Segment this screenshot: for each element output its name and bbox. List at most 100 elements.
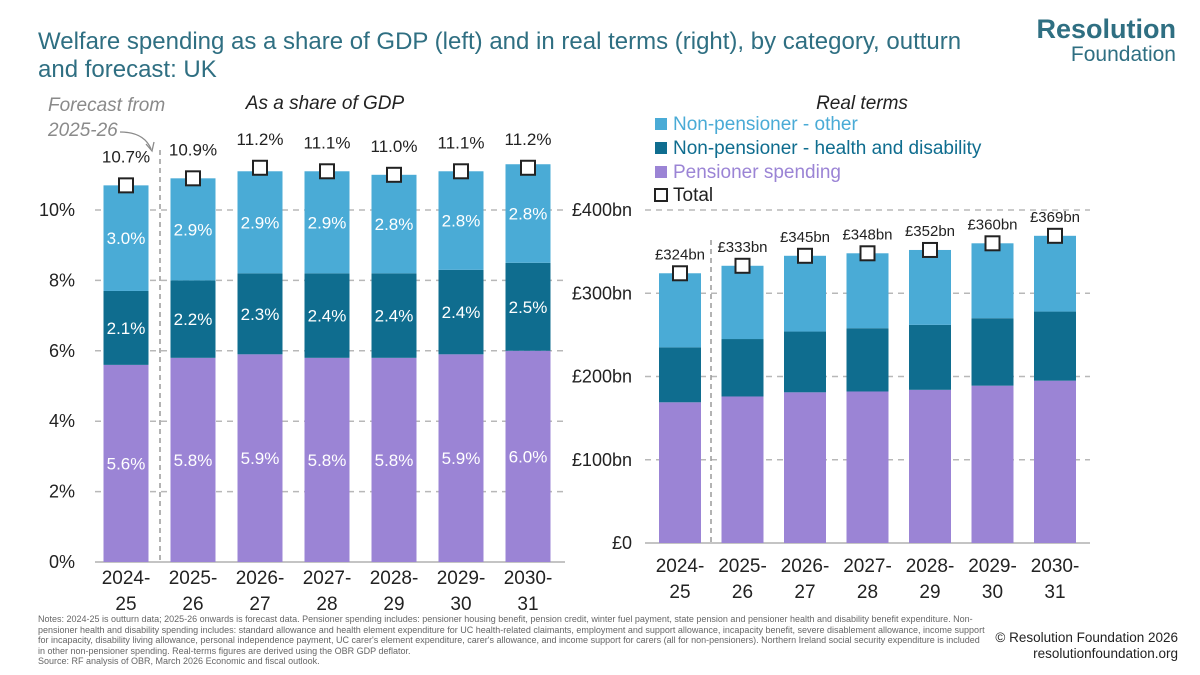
gdp-category-label: 26 — [182, 594, 203, 612]
chart-title: Welfare spending as a share of GDP (left… — [38, 28, 962, 83]
gdp-total-label: 11.0% — [371, 137, 418, 156]
gdp-bar-label-health: 2.4% — [308, 307, 347, 326]
real-category-label: 2027- — [843, 556, 892, 577]
real-total-label: £360bn — [967, 216, 1017, 233]
legend-swatch-pensioner — [655, 166, 667, 178]
gdp-bar-label-other: 2.8% — [375, 215, 414, 234]
gdp-ytick-label: 0% — [49, 552, 75, 572]
real-category-label: 26 — [732, 582, 753, 603]
gdp-total-marker — [118, 177, 134, 194]
gdp-bar-label-pensioner: 5.9% — [442, 449, 481, 468]
real-category-label: 27 — [794, 582, 815, 603]
real-bar-pensioner — [721, 396, 764, 543]
real-bar-health — [721, 339, 764, 397]
gdp-bar-pensioner — [103, 364, 149, 562]
real-ytick-label: £0 — [612, 533, 632, 553]
gdp-bar-health — [304, 273, 350, 358]
gdp-total-marker — [453, 163, 469, 180]
gdp-bar-label-other: 2.9% — [174, 220, 213, 239]
gdp-bar-label-health: 2.3% — [241, 305, 280, 324]
legend-label-total: Total — [673, 185, 713, 206]
gdp-bar-pensioner — [438, 354, 484, 562]
real-bar-other — [721, 265, 764, 340]
legend-swatch-health — [655, 142, 667, 154]
gdp-ytick-label: 6% — [49, 341, 75, 361]
gdp-category-label: 2030- — [504, 568, 553, 589]
real-bar-pensioner — [846, 391, 889, 543]
gdp-bar-health — [103, 290, 149, 365]
gdp-bar-health — [371, 273, 417, 358]
real-category-label: 25 — [669, 582, 690, 603]
gdp-bar-label-pensioner: 5.8% — [375, 451, 414, 470]
gdp-category-label: 25 — [115, 594, 136, 612]
gdp-bar-label-pensioner: 5.9% — [241, 449, 280, 468]
legend-label-other: Non-pensioner - other — [673, 114, 858, 135]
gdp-total-marker — [386, 166, 402, 183]
gdp-total-marker — [520, 159, 536, 176]
real-bar-health — [784, 331, 826, 393]
resolution-foundation-logo: Resolution Foundation — [1037, 14, 1177, 66]
logo-line-2: Foundation — [1070, 43, 1176, 66]
gdp-category-label: 28 — [316, 594, 337, 612]
gdp-total-marker — [252, 159, 268, 176]
real-total-marker — [859, 245, 876, 262]
real-total-marker — [1047, 227, 1063, 244]
gdp-bar-label-health: 2.5% — [509, 298, 548, 317]
real-bar-other — [784, 255, 826, 332]
real-bar-other — [659, 273, 701, 348]
gdp-category-label: 27 — [249, 594, 270, 612]
real-category-label: 2024- — [656, 556, 705, 577]
real-total-label: £348bn — [842, 226, 892, 243]
real-ytick-label: £100bn — [572, 450, 632, 470]
gdp-category-label: 2025- — [169, 568, 218, 589]
gdp-total-label: 10.7% — [102, 147, 150, 166]
gdp-bar-health — [237, 273, 283, 355]
gdp-bar-label-health: 2.2% — [174, 310, 213, 329]
source-text: Source: RF analysis of OBR, March 2026 E… — [38, 656, 320, 666]
gdp-total-label: 11.2% — [237, 130, 284, 149]
real-total-label: £324bn — [655, 246, 705, 263]
gdp-bar-pensioner — [371, 357, 417, 562]
real-bar-health — [971, 318, 1014, 386]
gdp-category-label: 2028- — [370, 568, 419, 589]
real-bar-pensioner — [909, 389, 951, 543]
notes: Notes: 2024-25 is outturn data; 2025-26 … — [38, 614, 988, 667]
gdp-bar-label-pensioner: 5.8% — [308, 451, 347, 470]
gdp-total-marker — [185, 170, 201, 187]
real-total-label: £352bn — [905, 223, 955, 240]
gdp-category-label: 2029- — [437, 568, 486, 589]
real-bar-other — [971, 243, 1014, 319]
forecast-arrow — [119, 131, 152, 150]
website-line: resolutionfoundation.org — [1033, 646, 1178, 661]
gdp-chart-title: As a share of GDP — [245, 93, 405, 114]
gdp-bar-label-pensioner: 6.0% — [509, 447, 548, 466]
real-total-label: £333bn — [717, 239, 767, 256]
gdp-bar-pensioner — [170, 357, 216, 562]
gdp-bar-pensioner — [304, 357, 350, 562]
gdp-category-label: 31 — [517, 594, 538, 612]
gdp-category-label: 2026- — [236, 568, 285, 589]
gdp-bar-label-other: 3.0% — [107, 229, 146, 248]
gdp-bar-other — [371, 174, 417, 274]
gdp-bar-label-other: 2.8% — [442, 212, 481, 231]
real-bar-pensioner — [659, 402, 701, 543]
forecast-arrowhead — [145, 141, 155, 153]
real-category-label: 2025- — [718, 556, 767, 577]
gdp-ytick-label: 2% — [49, 482, 75, 502]
real-bar-other — [846, 253, 889, 329]
real-total-marker — [984, 235, 1001, 252]
legend-swatch-total — [654, 188, 668, 202]
real-category-label: 2026- — [781, 556, 830, 577]
gdp-category-label: 29 — [383, 594, 404, 612]
legend-label-pensioner: Pensioner spending — [673, 162, 841, 183]
gdp-bar-other — [304, 171, 350, 274]
copyright: © Resolution Foundation 2026 resolutionf… — [995, 630, 1178, 662]
gdp-bar-other — [438, 171, 484, 270]
real-category-label: 2030- — [1031, 556, 1080, 577]
real-total-marker — [797, 247, 813, 264]
real-category-label: 30 — [982, 582, 1003, 603]
gdp-bar-health — [170, 280, 216, 358]
real-total-marker — [672, 265, 688, 282]
real-bar-other — [1034, 235, 1076, 312]
gdp-bar-label-pensioner: 5.8% — [174, 451, 213, 470]
